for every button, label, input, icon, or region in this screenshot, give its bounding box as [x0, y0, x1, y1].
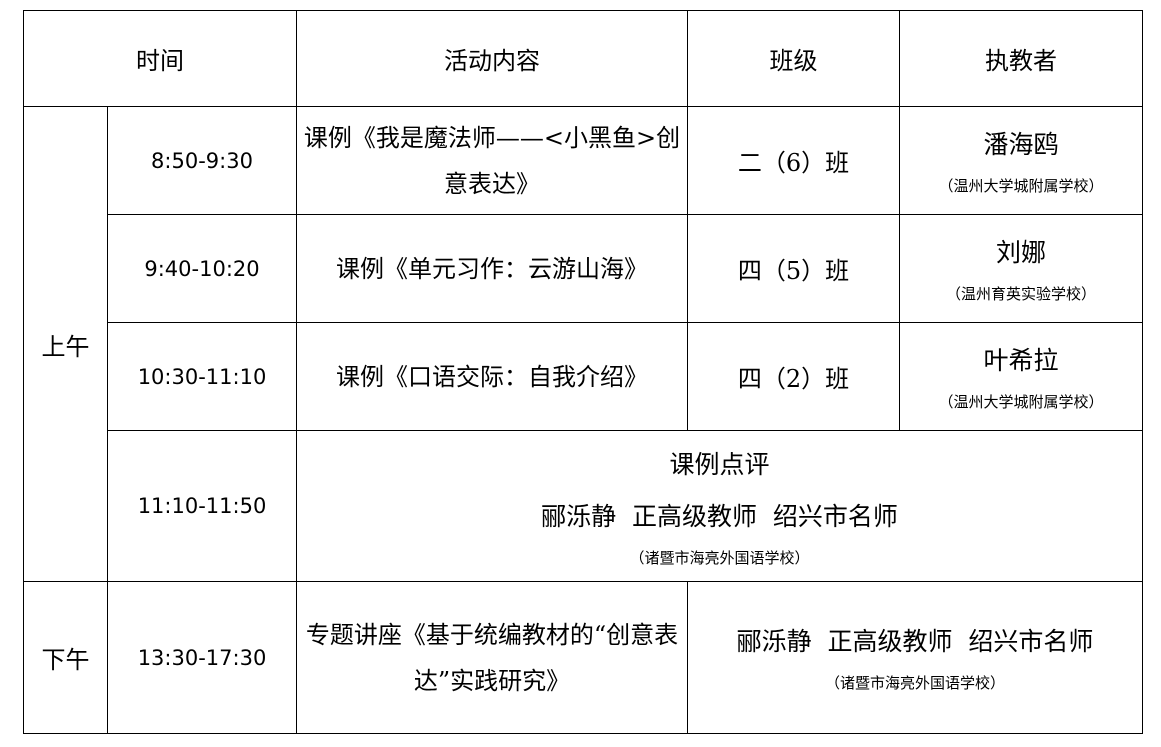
header-row: 时间 活动内容 班级 执教者: [23, 10, 1143, 107]
time-cell: 9:40-10:20: [107, 214, 297, 323]
activity-cell: 专题讲座《基于统编教材的“创意表达”实践研究》: [296, 581, 688, 734]
header-time: 时间: [23, 10, 297, 107]
teacher-cell: 叶希拉 （温州大学城附属学校）: [899, 322, 1143, 431]
header-class: 班级: [687, 10, 900, 107]
table-row: 上午 8:50-9:30 课例《我是魔法师——<小黑鱼>创意表达》 二（6）班 …: [23, 106, 1143, 582]
lecture-school: （诸暨市海亮外国语学校）: [824, 674, 1005, 692]
class-cell: 四（2）班: [687, 322, 900, 431]
review-title: 课例点评: [669, 449, 770, 479]
review-cell: 课例点评 郦泺静 正高级教师 绍兴市名师 （诸暨市海亮外国语学校）: [296, 430, 1143, 582]
schedule-table: 时间 活动内容 班级 执教者 上午 8:50-9:30 课例《我是魔法师——<小…: [23, 10, 1143, 734]
table-row: 9:40-10:20 课例《单元习作：云游山海》 四（5）班 刘娜 （温州育英实验…: [24, 214, 1143, 323]
lecture-row: 下午 13:30-17:30 专题讲座《基于统编教材的“创意表达”实践研究》 郦…: [23, 581, 1143, 734]
teacher-cell: 潘海鸥 （温州大学城附属学校）: [899, 106, 1143, 215]
lecture-speaker-cell: 郦泺静 正高级教师 绍兴市名师 （诸暨市海亮外国语学校）: [687, 581, 1143, 734]
teacher-name: 叶希拉: [983, 346, 1059, 375]
teacher-cell: 刘娜 （温州育英实验学校）: [899, 214, 1143, 323]
teacher-school: （温州育英实验学校）: [945, 285, 1096, 303]
teacher-school: （温州大学城附属学校）: [938, 177, 1104, 195]
class-cell: 四（5）班: [687, 214, 900, 323]
header-teacher: 执教者: [899, 10, 1143, 107]
class-cell: 二（6）班: [687, 106, 900, 215]
activity-cell: 课例《单元习作：云游山海》: [296, 214, 688, 323]
activity-cell: 课例《我是魔法师——<小黑鱼>创意表达》: [296, 106, 688, 215]
header-activity: 活动内容: [296, 10, 688, 107]
time-cell: 13:30-17:30: [107, 581, 297, 734]
teacher-school: （温州大学城附属学校）: [938, 393, 1104, 411]
activity-cell: 课例《口语交际：自我介绍》: [296, 322, 688, 431]
table-row: 10:30-11:10 课例《口语交际：自我介绍》 四（2）班 叶希拉 （温州大学…: [24, 322, 1143, 431]
teacher-name: 刘娜: [995, 238, 1046, 267]
review-school: （诸暨市海亮外国语学校）: [629, 548, 810, 567]
teacher-name: 潘海鸥: [983, 130, 1059, 159]
time-cell: 10:30-11:10: [107, 322, 297, 431]
review-speaker: 郦泺静 正高级教师 绍兴市名师: [541, 501, 898, 531]
afternoon-label: 下午: [23, 581, 108, 734]
morning-label: 上午: [23, 106, 108, 582]
time-cell: 11:10-11:50: [107, 430, 297, 582]
time-cell: 8:50-9:30: [107, 106, 297, 215]
lecture-speaker: 郦泺静 正高级教师 绍兴市名师: [736, 627, 1094, 656]
review-row: 11:10-11:50 课例点评 郦泺静 正高级教师 绍兴市名师 （诸暨市海亮外…: [24, 430, 1143, 582]
